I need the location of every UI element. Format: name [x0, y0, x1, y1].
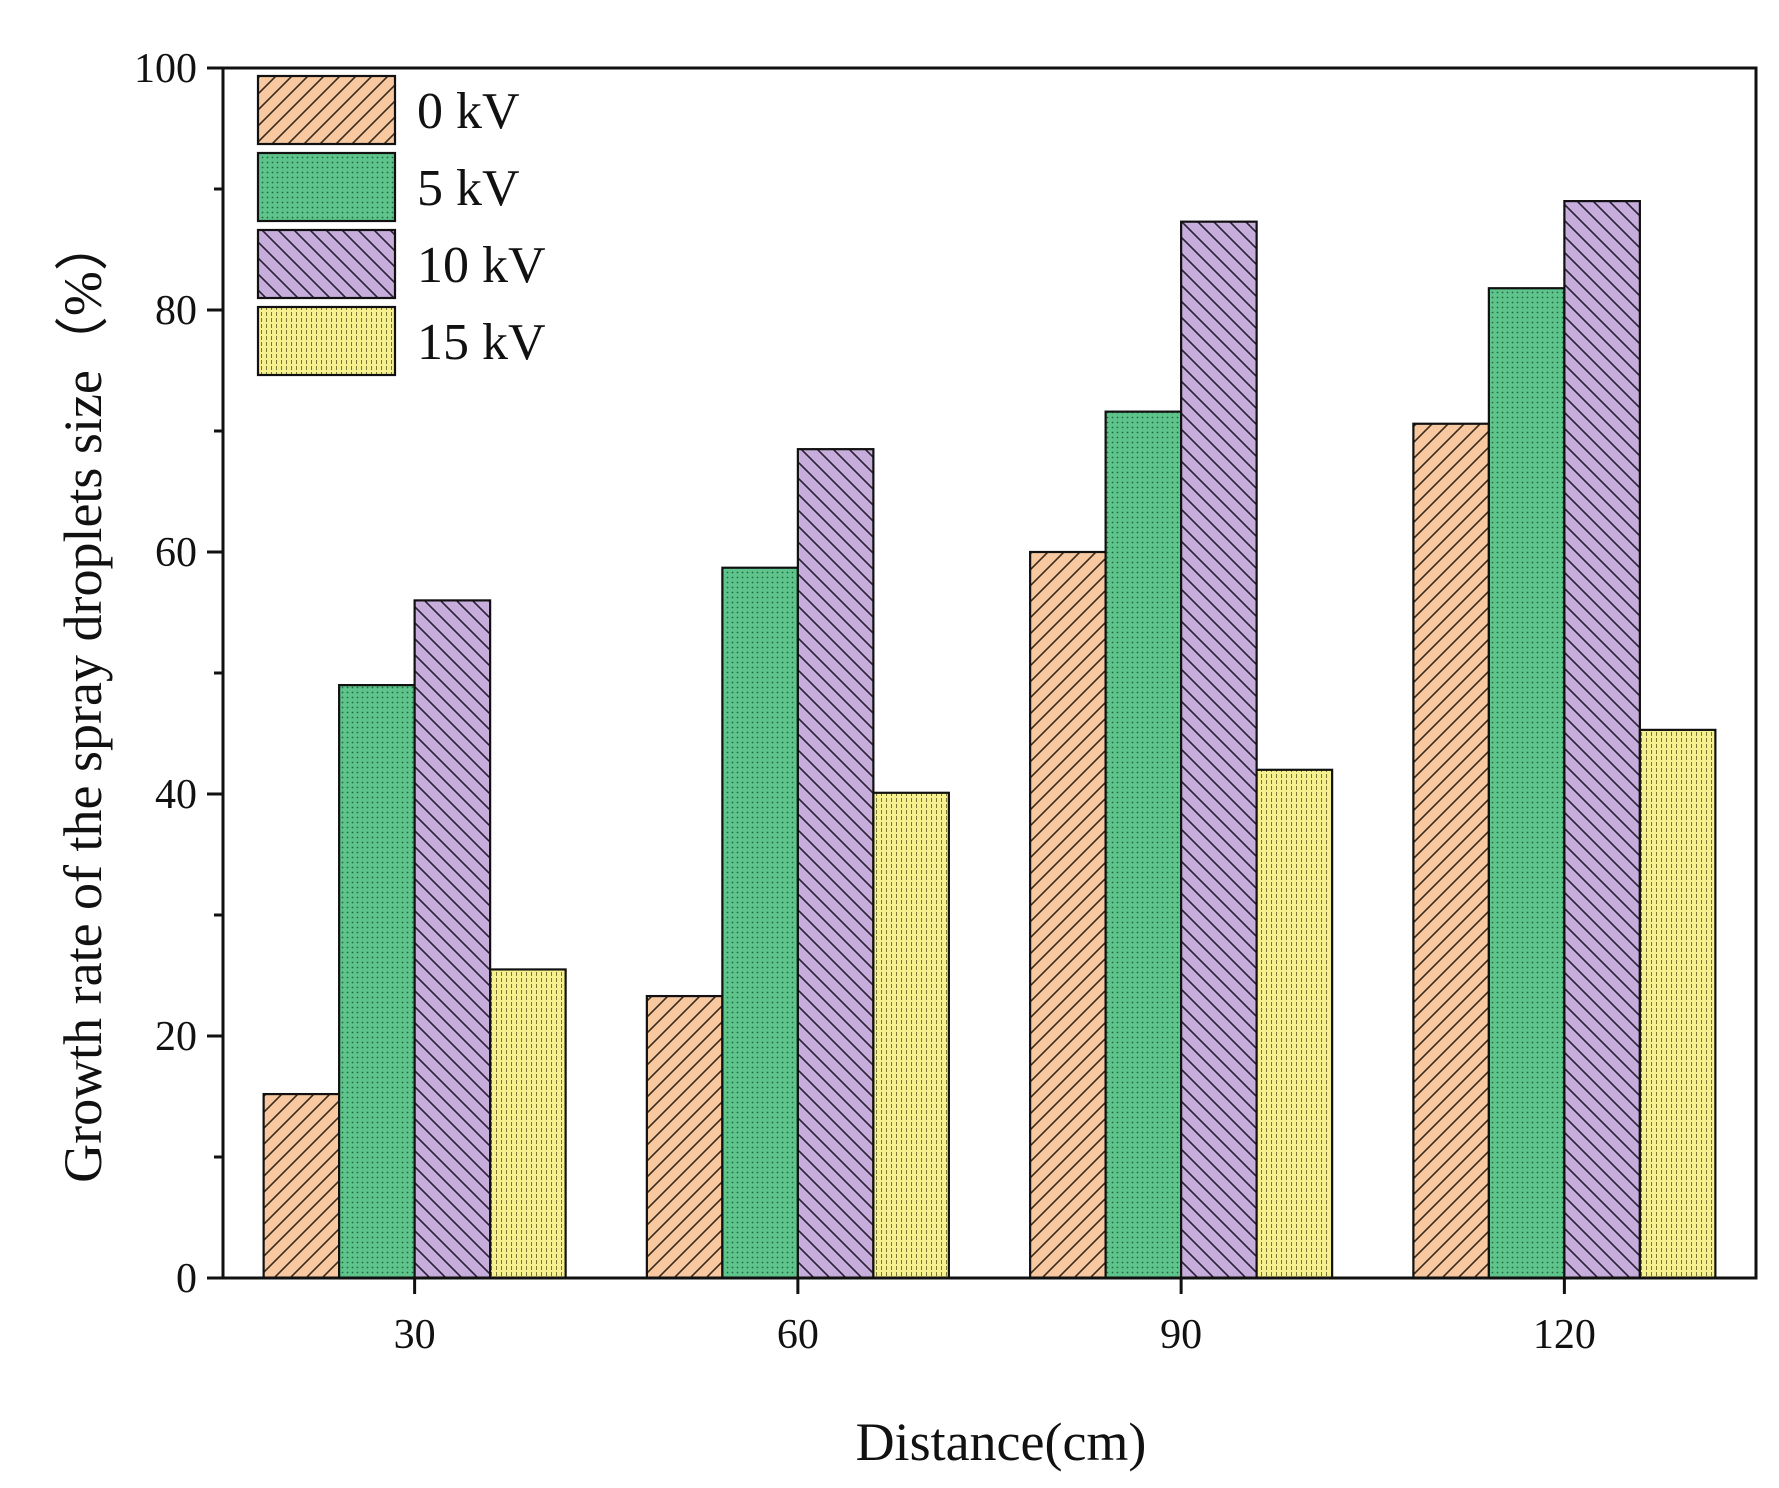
legend-swatch — [256, 151, 397, 223]
x-axis-title: Distance(cm) — [856, 1412, 1147, 1472]
x-tick-label: 30 — [394, 1312, 436, 1358]
legend: 0 kV 5 kV 10 kV 15 kV — [256, 74, 546, 377]
bar-15kv-120 — [1638, 728, 1717, 1280]
bar-5kv-60 — [721, 566, 799, 1280]
y-tick-label: 40 — [155, 772, 197, 818]
legend-swatch — [256, 305, 397, 377]
y-tick-label: 100 — [134, 46, 197, 92]
axes-layer: 0 20 40 60 80 100 30 60 90 120 — [134, 46, 1758, 1358]
bar-15kv-60 — [872, 791, 950, 1280]
bar-15kv-30 — [489, 968, 567, 1280]
x-tick-label: 60 — [777, 1312, 819, 1358]
bar-0kv-90 — [1029, 550, 1107, 1280]
y-tick-label: 80 — [155, 288, 197, 334]
y-tick-label: 0 — [176, 1256, 197, 1302]
legend-label: 10 kV — [417, 237, 546, 294]
legend-swatch — [256, 74, 397, 146]
x-tick-label: 120 — [1533, 1312, 1596, 1358]
bar-15kv-90 — [1255, 768, 1334, 1280]
legend-label: 5 kV — [417, 160, 520, 217]
y-tick-label: 20 — [155, 1014, 197, 1060]
bar-10kv-90 — [1180, 220, 1258, 1280]
bar-5kv-90 — [1104, 410, 1183, 1280]
bar-0kv-120 — [1412, 422, 1490, 1280]
bar-10kv-30 — [413, 599, 492, 1280]
bar-5kv-30 — [338, 683, 416, 1280]
bar-0kv-60 — [645, 994, 724, 1280]
y-axis-title: Growth rate of the spray droplets size（%… — [53, 217, 113, 1183]
bar-0kv-30 — [262, 1092, 341, 1280]
legend-label: 15 kV — [417, 314, 546, 371]
y-tick-label: 60 — [155, 530, 197, 576]
bar-10kv-120 — [1563, 200, 1641, 1280]
legend-swatch — [256, 228, 397, 300]
bar-10kv-60 — [796, 448, 875, 1280]
x-tick-label: 90 — [1160, 1312, 1202, 1358]
bars-layer — [262, 200, 1717, 1280]
bar-5kv-120 — [1487, 287, 1566, 1280]
legend-label: 0 kV — [417, 83, 520, 140]
